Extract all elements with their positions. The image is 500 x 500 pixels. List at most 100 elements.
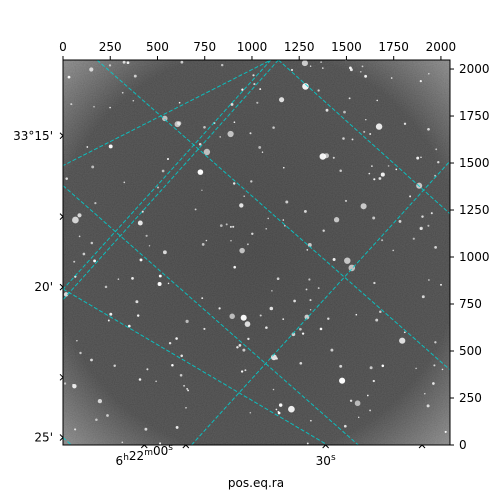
ra-grid-line bbox=[63, 60, 272, 167]
star bbox=[441, 368, 444, 371]
top-pixel-axis: 0 250 500 750 1000 1250 1500 1750 2000 bbox=[59, 40, 456, 60]
star bbox=[162, 250, 167, 255]
star bbox=[249, 411, 252, 414]
star bbox=[376, 99, 379, 102]
star bbox=[267, 217, 269, 220]
star bbox=[344, 257, 351, 264]
dec-axis: 33°15' 20' 25' bbox=[13, 129, 64, 444]
dec-grid-line bbox=[278, 60, 450, 215]
star bbox=[241, 88, 244, 91]
star bbox=[344, 199, 348, 202]
star bbox=[127, 324, 131, 328]
star bbox=[197, 169, 204, 175]
star bbox=[72, 216, 79, 224]
star bbox=[428, 72, 430, 75]
ra-grid-line bbox=[191, 160, 450, 445]
right-tick-label: 750 bbox=[459, 297, 482, 311]
ra-tick-label: 6h22m00s bbox=[116, 443, 174, 468]
star bbox=[201, 243, 205, 246]
star bbox=[218, 307, 221, 310]
star bbox=[107, 319, 110, 322]
star bbox=[205, 239, 208, 242]
star bbox=[269, 306, 274, 311]
star bbox=[365, 118, 367, 121]
star bbox=[177, 121, 182, 126]
top-tick-label: 1000 bbox=[237, 40, 268, 54]
star bbox=[272, 126, 275, 129]
star bbox=[175, 425, 179, 429]
top-tick-label: 2000 bbox=[426, 40, 457, 54]
star bbox=[319, 327, 323, 331]
star bbox=[73, 260, 76, 263]
star bbox=[91, 165, 95, 169]
star bbox=[379, 310, 382, 313]
star bbox=[171, 363, 174, 367]
star bbox=[90, 358, 93, 362]
star bbox=[325, 108, 329, 112]
star bbox=[109, 106, 111, 109]
star bbox=[232, 225, 235, 228]
star bbox=[278, 403, 283, 407]
star bbox=[77, 213, 82, 218]
star bbox=[430, 212, 433, 215]
star bbox=[378, 177, 382, 180]
star bbox=[122, 60, 126, 64]
star bbox=[250, 180, 253, 183]
star bbox=[136, 314, 140, 317]
top-tick-label: 250 bbox=[99, 40, 122, 54]
star bbox=[63, 382, 67, 385]
ra-tick bbox=[322, 444, 330, 449]
star bbox=[161, 169, 165, 173]
star bbox=[74, 428, 77, 431]
star bbox=[126, 61, 130, 65]
star bbox=[339, 169, 342, 172]
star bbox=[70, 103, 73, 106]
star bbox=[93, 259, 97, 263]
star bbox=[244, 369, 247, 372]
star bbox=[293, 299, 296, 303]
star bbox=[72, 384, 77, 389]
star bbox=[94, 201, 97, 205]
star bbox=[259, 314, 262, 317]
top-tick-label: 1500 bbox=[331, 40, 362, 54]
star bbox=[244, 321, 251, 327]
star bbox=[159, 442, 162, 445]
star bbox=[157, 186, 159, 189]
star bbox=[271, 290, 273, 292]
star bbox=[277, 410, 280, 413]
right-tick-label: 0 bbox=[459, 438, 467, 452]
star bbox=[395, 168, 398, 171]
star bbox=[148, 245, 151, 247]
top-tick-label: 1750 bbox=[378, 40, 409, 54]
star bbox=[86, 146, 89, 148]
astronomical-image bbox=[63, 60, 450, 445]
star bbox=[247, 337, 250, 341]
star bbox=[421, 295, 425, 299]
star bbox=[398, 219, 402, 223]
star bbox=[183, 384, 186, 387]
star bbox=[138, 378, 142, 381]
star bbox=[333, 217, 340, 223]
coordinate-grid bbox=[63, 60, 450, 445]
right-tick-label: 500 bbox=[459, 344, 482, 358]
star bbox=[387, 165, 390, 167]
dec-grid-line bbox=[63, 288, 328, 445]
star bbox=[424, 393, 426, 395]
star bbox=[299, 361, 303, 365]
star bbox=[322, 67, 324, 69]
star bbox=[306, 249, 309, 251]
x-axis-label: pos.eq.ra bbox=[228, 476, 284, 490]
star bbox=[392, 249, 395, 252]
star bbox=[399, 337, 406, 344]
star bbox=[131, 277, 134, 280]
star bbox=[434, 174, 437, 177]
star bbox=[369, 366, 373, 370]
star bbox=[435, 148, 438, 151]
star bbox=[258, 145, 262, 149]
top-tick-label: 0 bbox=[59, 40, 67, 54]
star bbox=[198, 142, 202, 146]
dec-tick bbox=[59, 283, 64, 291]
star bbox=[434, 246, 437, 249]
star bbox=[166, 157, 170, 161]
